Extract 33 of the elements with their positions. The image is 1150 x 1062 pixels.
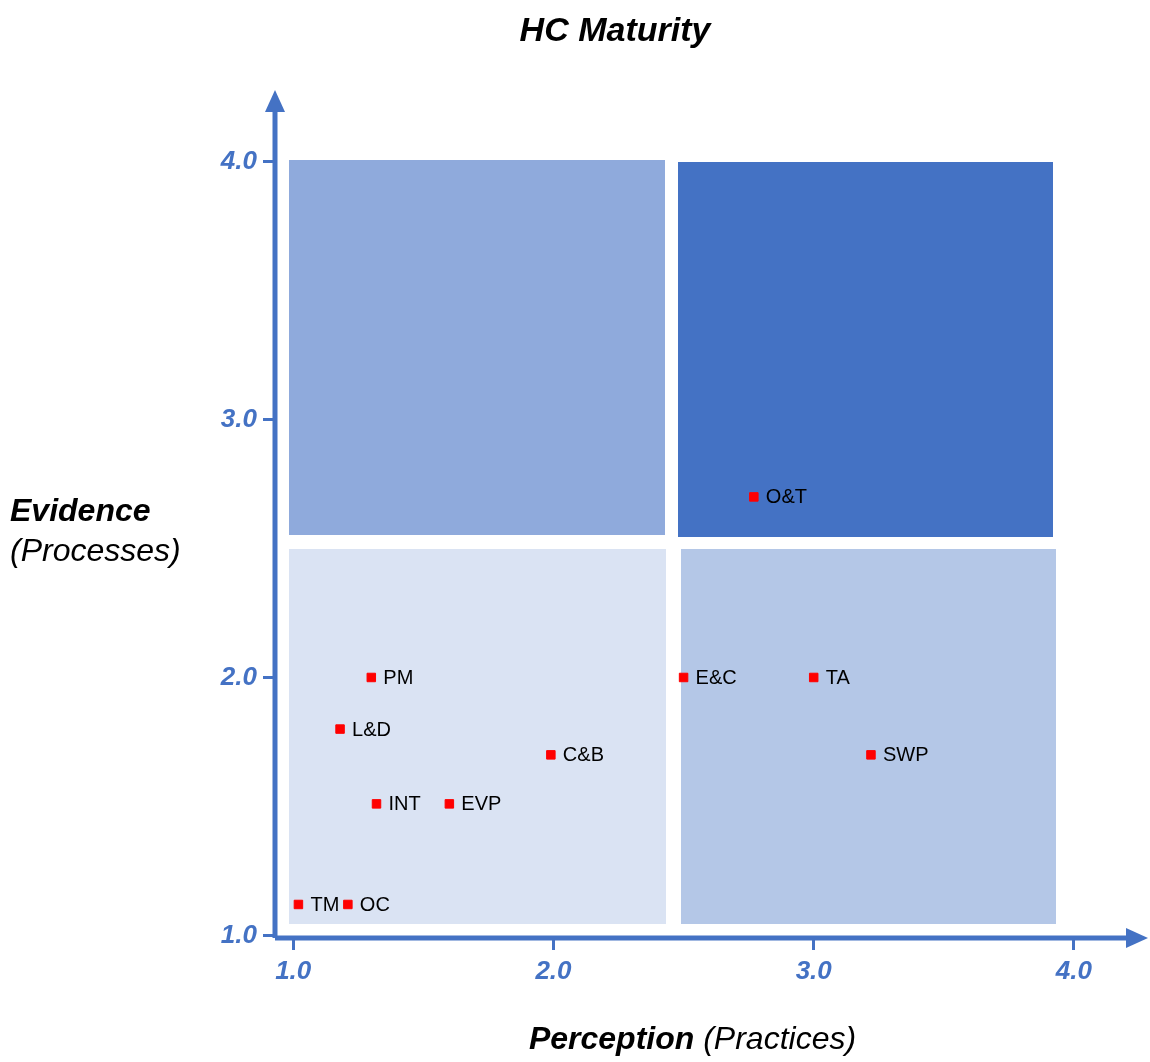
point xyxy=(678,672,689,683)
series-label: INT xyxy=(388,792,421,815)
point xyxy=(343,899,353,910)
x-tick-label: 3.0 xyxy=(795,954,833,985)
x-tick-label: 2.0 xyxy=(534,954,573,985)
series-label: E&C xyxy=(695,665,737,688)
series-label: C&B xyxy=(562,743,604,766)
series-label: TA xyxy=(825,665,851,688)
x-axis-title: Perception (Practices) xyxy=(528,1020,857,1056)
series-label: SWP xyxy=(882,743,929,766)
point xyxy=(749,492,759,502)
series-label: EVP xyxy=(461,792,502,815)
point xyxy=(293,899,304,910)
y-tick-label: 1.0 xyxy=(220,918,258,949)
point xyxy=(335,724,345,734)
point xyxy=(366,672,377,683)
series-label: PM xyxy=(383,665,414,688)
point xyxy=(371,799,382,809)
series-label: O&T xyxy=(765,485,807,508)
point xyxy=(866,750,876,760)
y-tick-label: 4.0 xyxy=(219,144,258,175)
y-axis-title: Evidence (Processes) xyxy=(10,492,181,568)
series-label: TM xyxy=(310,892,340,915)
point xyxy=(808,672,819,683)
x-tick-label: 4.0 xyxy=(1054,954,1093,985)
y-tick-label: 3.0 xyxy=(220,402,258,433)
series-label: L&D xyxy=(352,717,391,740)
series-label: OC xyxy=(359,892,390,915)
x-tick-label: 1.0 xyxy=(275,954,312,985)
chart-title: HC Maturity xyxy=(518,10,713,49)
y-tick-label: 2.0 xyxy=(219,660,258,691)
point xyxy=(546,750,556,760)
point xyxy=(444,799,455,809)
